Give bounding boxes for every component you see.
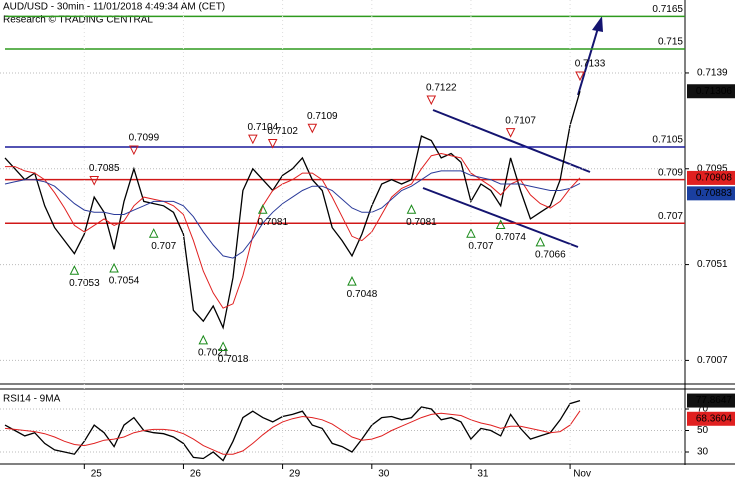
low-marker (347, 275, 357, 286)
y-tick-label: 0.7095 (697, 163, 728, 174)
high-label: 0.7122 (426, 83, 457, 94)
low-marker (218, 341, 228, 351)
forecast-arrow (577, 27, 599, 96)
series-line (4, 91, 581, 330)
last-value-box (687, 84, 735, 99)
high-label: 0.7085 (89, 163, 120, 174)
level-label: 0.7165 (652, 4, 683, 15)
y-tick-label: 30 (697, 447, 709, 458)
low-label: 0.7066 (535, 250, 566, 261)
arrow-head (592, 16, 603, 32)
high-marker (426, 95, 437, 106)
y-tick-label: 0.7139 (697, 68, 728, 79)
high-label: 0.7109 (307, 111, 338, 122)
x-tick-label: 31 (477, 469, 489, 480)
series-line (4, 170, 581, 259)
x-tick-label: 29 (289, 469, 301, 480)
high-marker (89, 176, 100, 186)
last-value-box (687, 411, 735, 426)
low-marker (406, 204, 417, 214)
last-value-label: 0.70883 (696, 188, 733, 199)
low-label: 0.7048 (347, 289, 378, 300)
x-tick-label: 30 (378, 469, 390, 480)
low-label: 0.707 (151, 241, 176, 252)
low-marker (535, 236, 546, 247)
low-marker (257, 204, 268, 214)
low-marker (109, 262, 119, 273)
last-value-label: 68.3604 (696, 413, 733, 424)
high-marker (575, 71, 585, 82)
low-label: 0.7081 (257, 217, 288, 228)
low-marker (198, 334, 209, 345)
level-label: 0.709 (658, 167, 683, 178)
high-label: 0.7099 (129, 133, 160, 144)
low-label: 0.707 (468, 241, 493, 252)
last-value-label: 0.70908 (696, 173, 733, 184)
low-marker (148, 228, 159, 238)
low-label: 0.7054 (109, 276, 140, 287)
high-marker (248, 134, 258, 145)
last-value-box (687, 170, 735, 185)
low-label: 0.7081 (406, 217, 437, 228)
high-marker (129, 145, 139, 156)
low-label: 0.7053 (69, 278, 100, 289)
high-label: 0.7102 (267, 126, 298, 137)
last-value-label: 0.71306 (696, 86, 733, 97)
low-label: 0.7018 (218, 354, 249, 365)
low-marker (466, 228, 476, 238)
y-tick-label: 50 (697, 425, 709, 436)
high-marker (307, 123, 318, 134)
y-tick-label: 0.7007 (697, 355, 728, 366)
last-value-label: 77.8647 (696, 395, 733, 406)
chart-subtitle: Research © TRADING CENTRAL (3, 15, 153, 26)
last-value-box (687, 393, 735, 408)
x-tick-label: 25 (91, 469, 103, 480)
chart-title: AUD/USD - 30min - 11/01/2018 4:49:34 AM … (3, 2, 225, 13)
low-label: 0.7074 (495, 232, 526, 243)
series-line (4, 410, 581, 455)
level-label: 0.715 (658, 37, 683, 48)
level-label: 0.7105 (652, 135, 683, 146)
low-marker (69, 265, 80, 275)
low-label: 0.7021 (198, 348, 229, 359)
x-tick-label: 26 (190, 469, 202, 480)
last-value-box (687, 186, 735, 201)
series-line (4, 399, 581, 462)
low-marker (495, 219, 506, 229)
level-label: 0.707 (658, 211, 683, 222)
high-marker (267, 139, 278, 149)
high-label: 0.7133 (575, 59, 606, 70)
channel-line (422, 187, 579, 248)
high-marker (505, 128, 516, 138)
high-label: 0.7107 (505, 115, 536, 126)
x-tick-label: Nov (573, 469, 591, 480)
y-tick-label: 70 (697, 404, 709, 415)
rsi-title: RSI14 - 9MA (3, 394, 61, 405)
y-tick-label: 0.7051 (697, 259, 728, 270)
high-label: 0.7104 (248, 122, 279, 133)
series-line (5, 152, 581, 309)
